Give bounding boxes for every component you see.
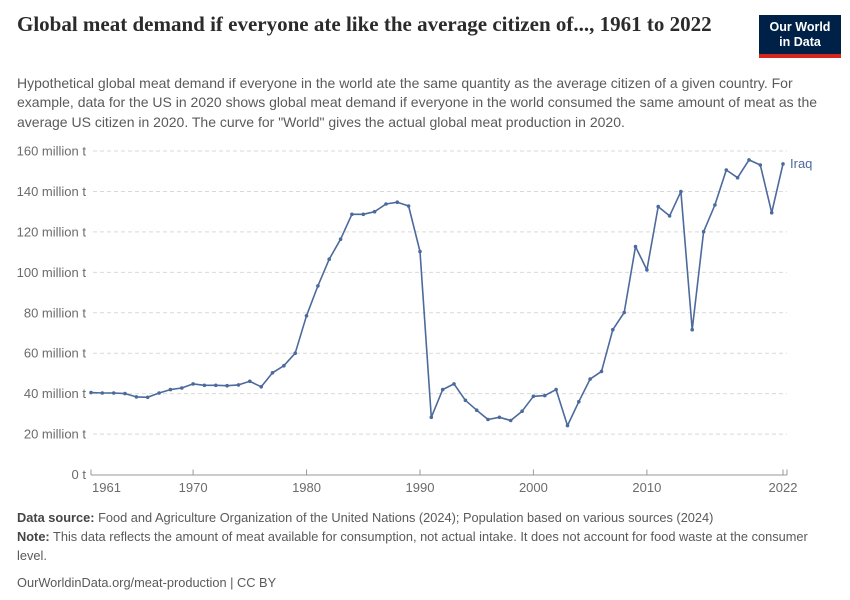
data-point[interactable] [225, 383, 229, 388]
data-point[interactable] [123, 391, 127, 396]
data-point[interactable] [758, 163, 763, 167]
data-source-label: Data source: [17, 510, 95, 525]
data-point[interactable] [611, 327, 615, 332]
data-point[interactable] [395, 200, 400, 204]
data-point[interactable] [236, 383, 241, 387]
x-axis-tick-label: 1990 [406, 480, 435, 495]
data-point[interactable] [531, 394, 536, 399]
owid-logo-line2: in Data [779, 34, 821, 49]
data-point[interactable] [418, 249, 422, 254]
data-point[interactable] [701, 229, 706, 234]
iraq-line[interactable] [90, 159, 784, 427]
data-point[interactable] [248, 379, 252, 384]
data-source-text: Food and Agriculture Organization of the… [94, 510, 714, 525]
owid-logo-line1: Our World [769, 20, 831, 34]
data-point[interactable] [543, 393, 547, 398]
data-point[interactable] [747, 158, 751, 162]
data-point[interactable] [406, 204, 411, 208]
data-point[interactable] [157, 391, 161, 395]
page-title: Global meat demand if everyone ate like … [17, 12, 712, 36]
data-point[interactable] [202, 383, 207, 388]
data-point[interactable] [713, 203, 717, 207]
note-label: Note: [17, 529, 50, 545]
series-label-iraq[interactable]: Iraq [790, 156, 812, 171]
data-point[interactable] [474, 408, 479, 413]
data-point[interactable] [100, 391, 105, 395]
x-axis-tick-label: 2010 [632, 480, 661, 495]
data-point[interactable] [554, 387, 558, 392]
x-axis-tick-label: 1970 [179, 480, 208, 495]
data-point[interactable] [781, 162, 785, 166]
data-point[interactable] [259, 385, 264, 389]
x-axis-tick-label: 2022 [769, 480, 798, 495]
y-axis-tick-label: 100 million t [17, 265, 87, 280]
data-point[interactable] [633, 244, 638, 249]
data-point[interactable] [520, 409, 524, 414]
data-point[interactable] [463, 398, 468, 403]
y-axis-tick-label: 80 million t [24, 305, 87, 320]
data-point[interactable] [497, 415, 502, 420]
data-point[interactable] [293, 351, 298, 356]
data-point[interactable] [361, 212, 366, 217]
data-point[interactable] [508, 418, 513, 423]
data-point[interactable] [724, 168, 729, 172]
data-point[interactable] [735, 175, 740, 180]
data-point[interactable] [350, 212, 354, 217]
data-point[interactable] [667, 214, 672, 218]
data-point[interactable] [168, 387, 173, 392]
data-point[interactable] [565, 423, 570, 428]
data-point[interactable] [134, 395, 139, 399]
data-point[interactable] [327, 257, 332, 262]
x-axis-tick-label: 1980 [292, 480, 321, 495]
y-axis-tick-label: 20 million t [24, 427, 87, 442]
citation-link[interactable]: OurWorldinData.org/meat-production | CC … [17, 574, 277, 590]
data-point[interactable] [679, 189, 683, 194]
data-point[interactable] [191, 382, 195, 386]
data-point[interactable] [111, 391, 116, 395]
chart-subtitle: Hypothetical global meat demand if every… [17, 75, 818, 130]
data-point[interactable] [145, 395, 150, 400]
data-point[interactable] [214, 383, 218, 388]
data-point[interactable] [588, 377, 592, 381]
data-point[interactable] [180, 386, 184, 390]
data-point[interactable] [486, 417, 490, 422]
data-source-line: Data source: Food and Agriculture Organi… [17, 508, 837, 527]
data-point[interactable] [577, 399, 581, 404]
data-point[interactable] [622, 310, 626, 315]
data-point[interactable] [690, 327, 694, 332]
data-point[interactable] [338, 237, 343, 241]
data-point[interactable] [599, 369, 604, 374]
note-line: Note: This data reflects the amount of m… [17, 527, 837, 565]
chart-footer: Data source: Food and Agriculture Organi… [17, 508, 837, 592]
data-point[interactable] [440, 387, 445, 392]
y-axis-tick-label: 120 million t [17, 224, 87, 239]
x-axis-tick-label: 1961 [92, 480, 121, 495]
y-axis-tick-label: 140 million t [17, 184, 87, 199]
y-axis-tick-label: 40 million t [24, 386, 87, 401]
data-point[interactable] [452, 382, 456, 386]
data-point[interactable] [429, 415, 434, 420]
data-point[interactable] [645, 268, 649, 272]
data-point[interactable] [282, 363, 286, 368]
data-point[interactable] [316, 284, 320, 288]
x-axis-tick-label: 2000 [519, 480, 548, 495]
owid-logo[interactable]: Our World in Data [759, 15, 841, 58]
data-point[interactable] [769, 210, 774, 215]
data-point[interactable] [656, 204, 660, 209]
data-point[interactable] [372, 209, 377, 214]
note-text: This data reflects the amount of meat av… [17, 529, 808, 564]
y-axis-tick-label: 60 million t [24, 346, 87, 361]
data-point[interactable] [304, 314, 309, 318]
data-point[interactable] [384, 202, 388, 206]
y-axis-tick-label: 0 t [72, 467, 87, 482]
data-point[interactable] [89, 390, 93, 395]
y-axis-tick-label: 160 million t [17, 144, 87, 159]
data-point[interactable] [270, 371, 275, 375]
